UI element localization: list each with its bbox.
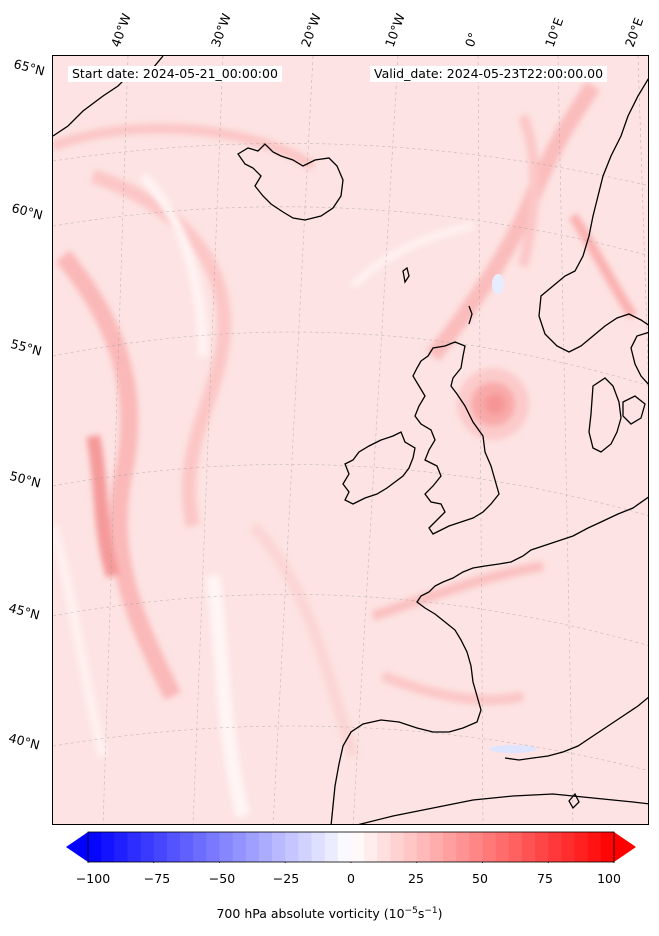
colorbar-block xyxy=(140,832,155,862)
shetland-islands xyxy=(468,305,473,325)
sweden-coast xyxy=(630,331,648,385)
lon-label-20e: 20°E xyxy=(621,15,647,49)
lat-label-55n: 55°N xyxy=(9,336,44,359)
lon-label-10e: 10°E xyxy=(541,15,567,49)
vortex-north-sea xyxy=(457,368,529,440)
colorbar-max-arrow xyxy=(614,832,636,862)
iceland-coast xyxy=(237,143,344,221)
colorbar-block xyxy=(219,832,234,862)
valid-date-label: Valid_date: 2024-05-23T22:00:00.00 xyxy=(370,66,608,82)
colorbar-tick-marks xyxy=(87,862,615,863)
colorbar-title: 700 hPa absolute vorticity (10−5s−1) xyxy=(216,906,443,922)
vorticity-map xyxy=(53,56,648,824)
western-europe-coast xyxy=(330,496,648,824)
colorbar-block xyxy=(574,832,589,862)
coastlines xyxy=(53,56,648,824)
faroe-islands xyxy=(402,266,410,284)
colorbar-block xyxy=(193,832,207,862)
colorbar-block xyxy=(166,832,181,862)
colorbar-block xyxy=(416,832,431,862)
colorbar-block xyxy=(153,832,168,862)
lat-label-45n: 45°N xyxy=(7,600,42,623)
colorbar-tick-label: 0 xyxy=(347,871,355,886)
white-streaks xyxy=(53,172,474,818)
colorbar-block xyxy=(337,832,352,862)
colorbar-block xyxy=(535,832,549,862)
denmark-coast xyxy=(588,377,622,453)
colorbar-block xyxy=(364,832,378,862)
colorbar-block xyxy=(298,832,313,862)
colorbar-block xyxy=(245,832,260,862)
colorbar-block xyxy=(206,832,221,862)
colorbar-block xyxy=(324,832,339,862)
colorbar-block xyxy=(180,832,194,862)
mediterranean-coast xyxy=(504,696,648,761)
colorbar-block xyxy=(521,832,536,862)
colorbar-block xyxy=(311,832,326,862)
start-date-label: Start date: 2024-05-21_00:00:00 xyxy=(68,66,282,82)
colorbar-block xyxy=(548,832,562,862)
colorbar-block xyxy=(88,832,102,862)
colorbar-block xyxy=(258,832,273,862)
colorbar-tick-label: −50 xyxy=(208,871,236,886)
lat-label-65n: 65°N xyxy=(12,56,47,79)
colorbar-block xyxy=(285,832,299,862)
colorbar-block xyxy=(469,832,484,862)
colorbar-block xyxy=(587,832,602,862)
colorbar-block xyxy=(377,832,392,862)
colorbar-block xyxy=(232,832,247,862)
colorbar-tick-label: 25 xyxy=(408,871,424,886)
vorticity-field-base xyxy=(53,56,648,824)
lat-label-50n: 50°N xyxy=(8,468,43,491)
colorbar-tick-label: 50 xyxy=(472,871,488,886)
colorbar-block xyxy=(495,832,510,862)
colorbar-block xyxy=(482,832,497,862)
colorbar-tick-label: −25 xyxy=(272,871,300,886)
lon-label-20w: 20°W xyxy=(297,11,324,49)
great-britain-coast xyxy=(412,341,500,535)
lon-label-40w: 40°W xyxy=(107,11,134,49)
ireland-coast xyxy=(342,431,416,505)
north-africa-coast xyxy=(358,793,648,824)
colorbar-tick-label: 100 xyxy=(597,871,621,886)
colorbar-min-arrow xyxy=(66,832,88,862)
graticule xyxy=(53,56,648,824)
colorbar xyxy=(66,831,636,863)
norway-coast xyxy=(538,78,648,353)
colorbar-block xyxy=(429,832,444,862)
lat-label-40n: 40°N xyxy=(7,730,42,753)
negative-vorticity-patch-north xyxy=(492,274,504,294)
colorbar-blocks xyxy=(88,832,615,862)
lon-label-10w: 10°W xyxy=(381,11,408,49)
colorbar-block xyxy=(403,832,418,862)
vorticity-streaks xyxy=(53,81,638,758)
colorbar-tick-label: −100 xyxy=(75,871,111,886)
colorbar-block xyxy=(351,832,365,862)
colorbar-block xyxy=(456,832,470,862)
colorbar-block xyxy=(600,832,615,862)
lon-label-0: 0° xyxy=(461,30,481,49)
colorbar-block xyxy=(390,832,405,862)
colorbar-block xyxy=(101,832,115,862)
colorbar-tick-label: 75 xyxy=(537,871,553,886)
colorbar-tick-label: −75 xyxy=(143,871,171,886)
lat-label-60n: 60°N xyxy=(10,200,45,223)
colorbar-block xyxy=(508,832,523,862)
balearic-islands xyxy=(568,792,580,810)
negative-vorticity-patch xyxy=(489,745,537,753)
colorbar-block xyxy=(127,832,142,862)
colorbar-block xyxy=(272,832,286,862)
colorbar-block xyxy=(443,832,457,862)
colorbar-block xyxy=(114,832,129,862)
map-panel xyxy=(52,55,649,825)
lon-label-30w: 30°W xyxy=(207,11,234,49)
colorbar-block xyxy=(561,832,576,862)
